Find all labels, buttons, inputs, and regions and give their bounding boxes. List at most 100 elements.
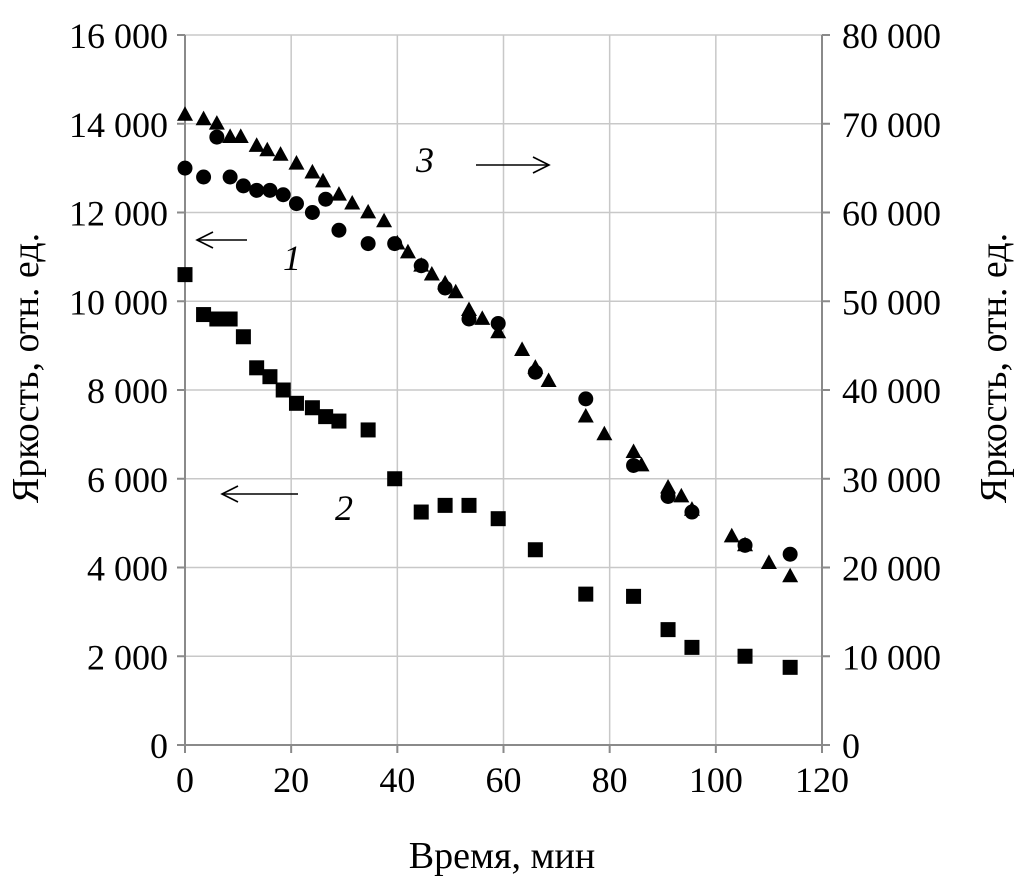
series-annotations: 1 2 3 [195,140,551,528]
axes [177,34,830,753]
left-y-tick-label: 6 000 [87,460,168,500]
data-point-square [222,311,238,327]
data-point-triangle [222,128,239,143]
data-point-square [527,542,543,558]
left-y-tick-label: 4 000 [87,549,168,589]
x-tick-label: 60 [486,760,522,800]
data-point-square [461,497,477,513]
x-tick-label: 0 [176,760,194,800]
right-y-tick-label: 70 000 [842,105,941,145]
x-axis-title: Время, мин [409,835,595,877]
data-point-square [304,400,320,416]
data-point-triangle [474,310,491,325]
data-point-triangle [423,265,440,281]
data-point-triangle [360,203,377,219]
right-y-tick-label: 40 000 [842,371,941,411]
data-point-triangle [782,567,799,583]
data-point-square [318,409,334,425]
right-y-tick-label: 20 000 [842,549,941,589]
x-tick-label: 20 [273,760,309,800]
right-y-tick-label: 60 000 [842,194,941,234]
data-point-circle [288,196,304,212]
data-point-triangle [514,341,531,356]
data-point-square [331,413,347,429]
data-point-triangle [673,487,690,503]
data-point-circle [222,169,238,185]
data-point-square [578,586,594,602]
data-point-square [660,622,676,638]
data-point-circle [262,182,278,198]
data-point-triangle [625,443,642,459]
data-point-triangle [376,212,393,228]
data-point-square [737,648,753,664]
series-3 [177,106,799,583]
data-point-triangle [208,115,225,130]
right-y-tick-label: 50 000 [842,282,941,322]
data-point-triangle [490,323,507,339]
data-point-triangle [344,194,361,210]
axis-pointer-arrow-right [476,156,551,174]
left-y-tick-label: 16 000 [69,16,168,56]
data-point-triangle [413,257,430,272]
data-point-square [249,360,265,376]
right-y-tick-label: 30 000 [842,460,941,500]
data-point-triangle [437,274,454,290]
data-point-square [177,267,193,283]
data-point-square [262,369,278,385]
data-point-circle [196,169,212,185]
data-point-triangle [760,554,777,569]
left-y-tick-label: 2 000 [87,637,168,677]
data-point-circle [249,182,265,198]
data-point-square [288,395,304,411]
data-point-triangle [315,172,332,188]
data-point-square [209,311,225,327]
data-point-circle [235,178,251,194]
series-label-2: 2 [335,488,353,528]
data-point-triangle [304,163,321,179]
data-markers [177,106,799,675]
data-point-triangle [460,301,477,317]
data-point-triangle [683,501,700,516]
data-point-triangle [389,234,406,250]
left-y-tick-label: 0 [150,726,168,766]
data-point-triangle [330,186,347,201]
data-point-triangle [577,407,594,423]
data-point-circle [782,546,798,562]
series-label-1: 1 [283,238,301,278]
data-point-triangle [633,456,650,472]
data-point-triangle [737,536,754,552]
right-y-tick-label: 80 000 [842,16,941,56]
data-point-circle [209,129,225,145]
data-point-triangle [177,106,193,121]
data-point-triangle [660,478,677,494]
x-tick-label: 40 [379,760,415,800]
data-point-circle [578,391,594,407]
data-point-triangle [540,372,557,388]
data-point-circle [275,187,291,203]
data-point-triangle [527,359,544,374]
data-point-square [235,329,251,345]
data-point-square [360,422,376,438]
data-point-square [196,307,212,323]
data-point-circle [318,191,334,207]
data-point-circle [331,222,347,238]
data-point-circle [490,315,506,331]
data-point-square [275,382,291,398]
series-1 [177,129,798,562]
left-y-axis-title: Яркость, отн. ед. [5,233,47,503]
data-point-square [684,639,700,655]
data-point-triangle [723,527,740,543]
data-point-triangle [259,141,276,157]
left-y-tick-label: 12 000 [69,194,168,234]
data-point-triangle [447,283,464,299]
right-y-tick-label: 0 [842,726,860,766]
data-point-triangle [272,146,289,161]
x-tick-label: 120 [795,760,849,800]
x-tick-label: 80 [592,760,628,800]
data-point-triangle [596,425,613,441]
right-y-axis-title: Яркость, отн. ед. [973,233,1015,503]
series-2 [177,267,798,675]
left-y-tick-label: 8 000 [87,371,168,411]
